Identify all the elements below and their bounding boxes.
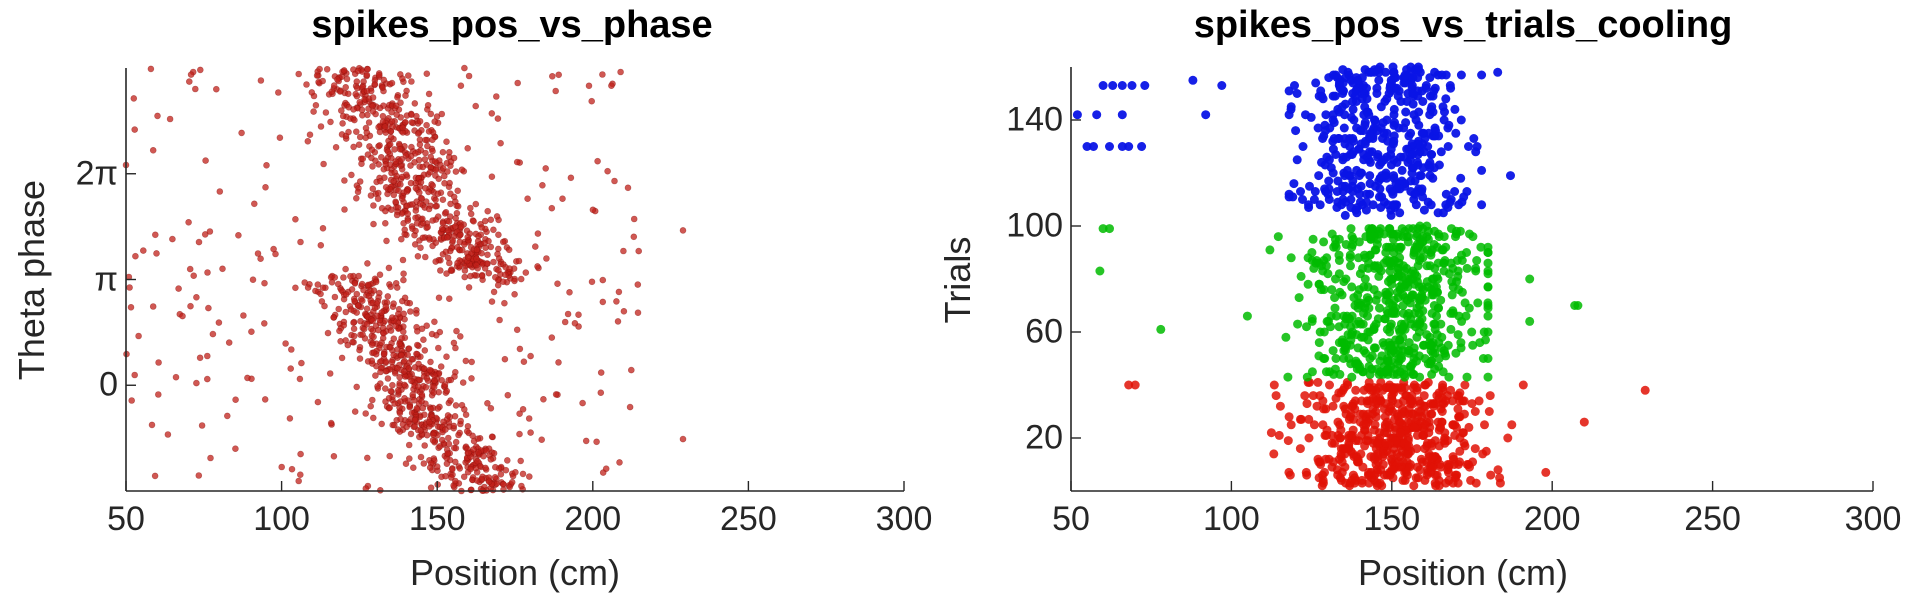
right-x-tick-label: 50: [1052, 500, 1090, 538]
right-x-tick-label: 300: [1844, 500, 1902, 538]
left-x-tick-label: 200: [564, 500, 622, 538]
left-spike-points: [122, 64, 687, 495]
left-x-tick-label: 50: [107, 500, 145, 538]
left-x-axis-label: Position (cm): [409, 552, 621, 593]
right-y-tick-label: 100: [1006, 206, 1063, 245]
left-y-tick-label: 2π: [75, 154, 118, 193]
right-x-tick-label: 100: [1203, 500, 1260, 538]
left-chart-title: spikes_pos_vs_phase: [311, 4, 713, 46]
series-post-cooling-points: [1072, 62, 1515, 220]
right-x-tick-label: 250: [1684, 500, 1741, 538]
left-scatter-plot: [122, 64, 905, 495]
right-y-tick-label: 140: [1006, 100, 1063, 139]
left-x-tick-label: 300: [875, 500, 933, 538]
right-y-tick-label: 60: [1025, 312, 1063, 351]
right-x-tick-label: 150: [1363, 500, 1421, 538]
right-x-tick-label: 200: [1523, 500, 1581, 538]
right-axes: [1070, 67, 1874, 492]
right-x-axis-label: Position (cm): [1357, 552, 1569, 593]
series-pre-cooling-points: [1124, 377, 1650, 491]
left-chart-panel: spikes_pos_vs_phase 50 100 150 200 250 300 0 π…: [11, 4, 933, 593]
left-x-tick-label: 100: [253, 500, 310, 538]
right-chart-title: spikes_pos_vs_trials_cooling: [1193, 4, 1733, 46]
left-x-tick-label: 150: [408, 500, 466, 538]
left-y-tick-label: 0: [99, 365, 118, 404]
right-y-tick-label: 20: [1025, 418, 1063, 457]
series-cooling-points: [1095, 221, 1583, 382]
left-x-tick-label: 250: [720, 500, 777, 538]
left-y-tick-label: π: [94, 260, 118, 298]
right-y-axis-label: Trials: [937, 236, 978, 324]
left-axes: [125, 68, 905, 492]
